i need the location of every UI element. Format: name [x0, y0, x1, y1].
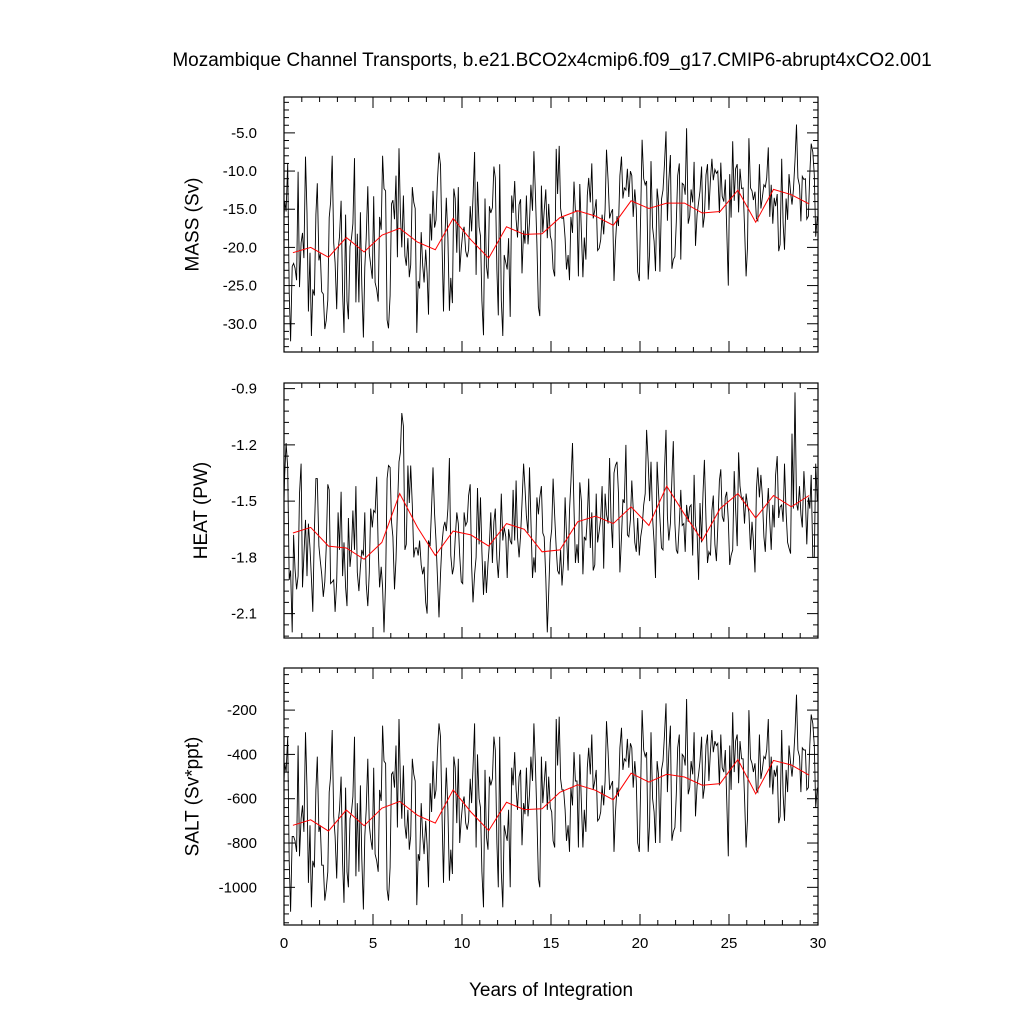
y-tick-label: -400 [227, 746, 257, 763]
x-tick-label: 30 [810, 935, 827, 952]
x-tick-label: 15 [543, 935, 560, 952]
chart-title: Mozambique Channel Transports, b.e21.BCO… [172, 50, 931, 71]
salt-panel: SALT (Sv*ppt) -200 -400 -600 -800 -1000 [183, 667, 819, 926]
monthly-series-line [284, 124, 818, 342]
annual-mean-line [292, 188, 810, 259]
y-tick-label: -2.1 [231, 606, 257, 623]
y-tick-label: -800 [227, 835, 257, 852]
plot-frame [283, 96, 819, 353]
salt-ylabel: SALT (Sv*ppt) [183, 737, 204, 857]
y-tick-label: -600 [227, 791, 257, 808]
y-tick-label: -15.0 [223, 201, 257, 218]
x-tick-label: 20 [632, 935, 649, 952]
x-tick-labels: 0 5 10 15 20 25 30 [280, 935, 827, 952]
mass-panel: MASS (Sv) -5.0 -10.0 -15.0 -20.0 -25.0 -30.0 [183, 96, 819, 353]
y-tick-label: -0.9 [231, 381, 257, 398]
y-tick-label: -5.0 [231, 125, 257, 142]
x-axis-title: Years of Integration [469, 980, 633, 1001]
y-tick-label: -1.2 [231, 437, 257, 454]
y-tick-label: -1.8 [231, 549, 257, 566]
y-tick-label: -1.5 [231, 493, 257, 510]
plot-frame [283, 382, 819, 639]
y-tick-label: -20.0 [223, 239, 257, 256]
heat-panel: HEAT (PW) -0.9 -1.2 -1.5 -1.8 -2.1 [191, 381, 819, 639]
monthly-series-line [284, 694, 818, 912]
y-tick-label: -1000 [219, 879, 257, 896]
y-tick-label: -30.0 [223, 316, 257, 333]
plot-frame [283, 667, 819, 926]
monthly-series-line [284, 392, 818, 633]
annual-mean-line [292, 485, 810, 560]
y-tick-label: -10.0 [223, 163, 257, 180]
x-tick-label: 5 [369, 935, 377, 952]
x-tick-label: 0 [280, 935, 288, 952]
annual-mean-line [292, 758, 810, 832]
y-tick-label: -200 [227, 702, 257, 719]
mass-ylabel: MASS (Sv) [183, 178, 204, 272]
x-tick-label: 25 [721, 935, 738, 952]
y-tick-label: -25.0 [223, 278, 257, 295]
x-tick-label: 10 [454, 935, 471, 952]
heat-ylabel: HEAT (PW) [191, 462, 212, 559]
